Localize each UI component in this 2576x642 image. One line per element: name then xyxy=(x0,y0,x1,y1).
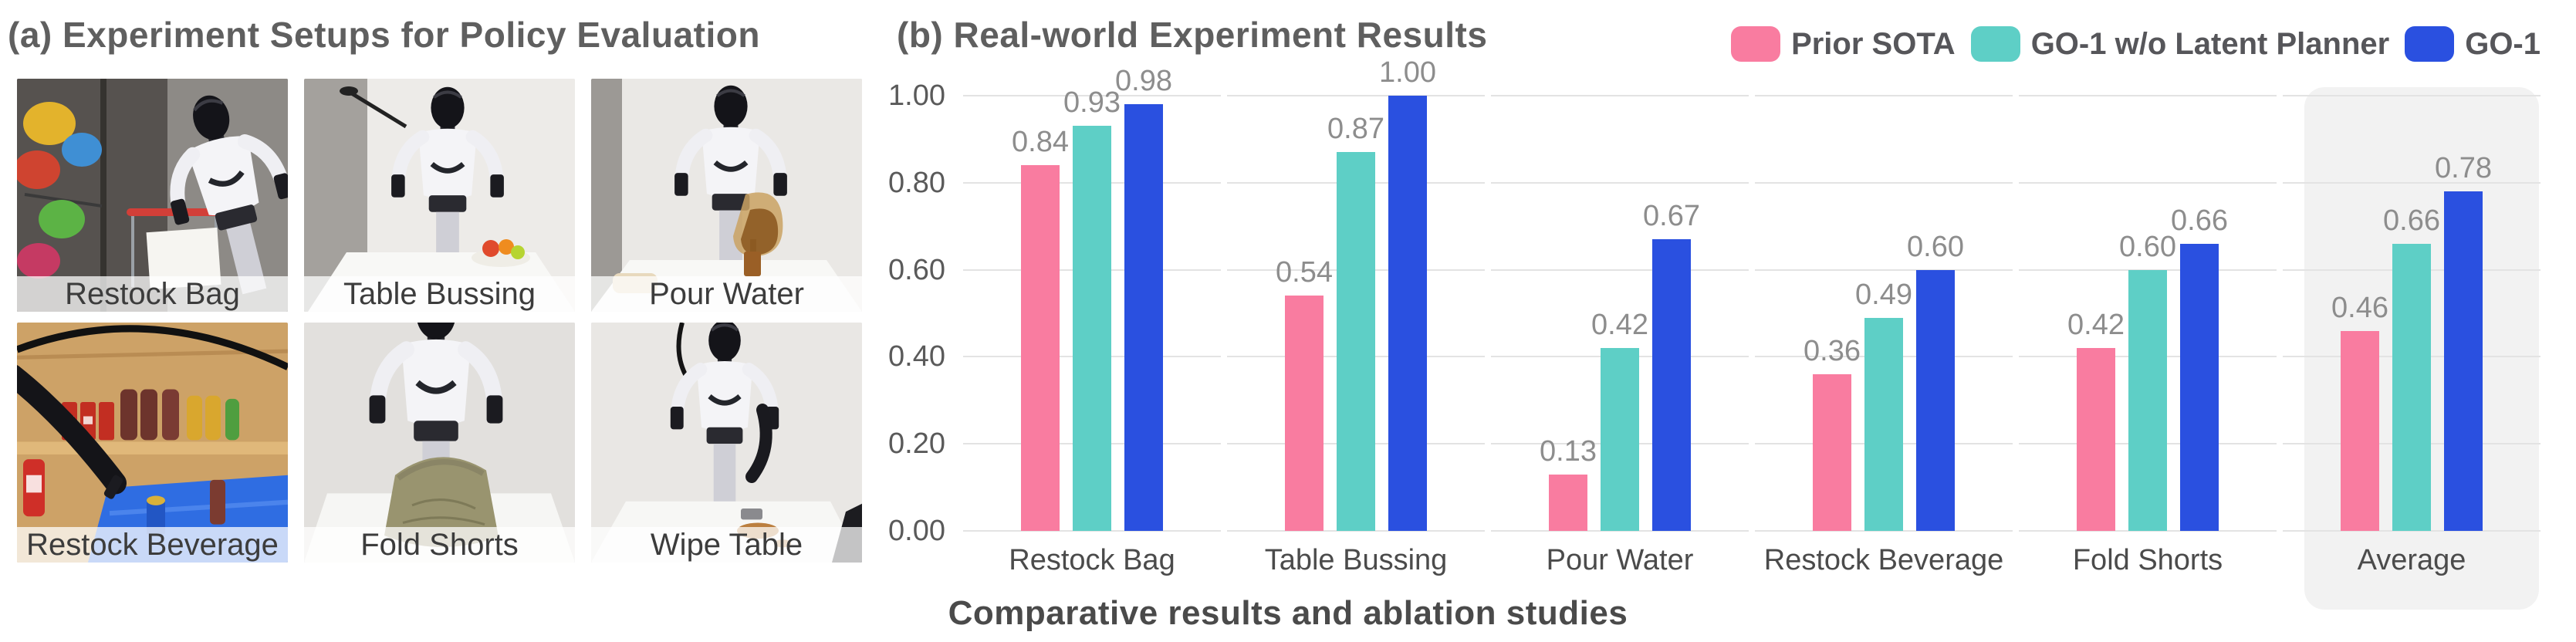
gridline xyxy=(2283,95,2541,96)
legend-swatch xyxy=(1731,26,1781,62)
gridline xyxy=(2019,95,2277,96)
bar-prior-sota xyxy=(1021,165,1060,531)
x-axis-category-label: Pour Water xyxy=(1546,544,1694,576)
gridline xyxy=(2283,181,2541,184)
bar-value-label: 0.42 xyxy=(2067,309,2125,342)
bar-prior-sota xyxy=(1285,296,1323,531)
y-axis-tick-label: 0.20 xyxy=(888,427,945,461)
photo-wipe-table: Wipe Table xyxy=(591,323,862,563)
y-axis-tick-label: 0.80 xyxy=(888,166,945,199)
gridline xyxy=(1755,95,2013,96)
gridline xyxy=(963,95,1221,96)
photo-pour-water: Pour Water xyxy=(591,79,862,312)
y-axis-tick-label: 1.00 xyxy=(888,79,945,112)
photo-label: Restock Beverage xyxy=(17,527,288,563)
bar-value-label: 1.00 xyxy=(1379,56,1436,89)
y-axis-tick-label: 0.00 xyxy=(888,515,945,547)
photo-restock-bag: Restock Bag xyxy=(17,79,288,312)
photo-fold-shorts: Fold Shorts xyxy=(304,323,575,563)
x-axis-category-label: Restock Beverage xyxy=(1763,544,2004,576)
gridline xyxy=(1755,181,2013,184)
bar-go-1-w-o-latent-planner xyxy=(1337,152,1375,531)
gridline xyxy=(1755,530,2013,532)
gridline xyxy=(2019,181,2277,184)
y-axis-tick-label: 0.60 xyxy=(888,253,945,286)
gridline xyxy=(1491,269,1749,271)
bar-prior-sota xyxy=(2077,348,2115,531)
panel-a-title: (a) Experiment Setups for Policy Evaluat… xyxy=(8,15,760,55)
bar-go-1 xyxy=(2180,243,2219,531)
gridline xyxy=(963,530,1221,532)
bar-go-1 xyxy=(2444,191,2483,531)
bar-value-label: 0.87 xyxy=(1327,113,1384,146)
gridline xyxy=(1491,181,1749,184)
gridline xyxy=(2283,530,2541,532)
photo-restock-beverage: Restock Beverage xyxy=(17,323,288,563)
bar-go-1-w-o-latent-planner xyxy=(1601,348,1639,531)
bar-value-label: 0.98 xyxy=(1115,65,1172,98)
bar-value-label: 0.84 xyxy=(1012,126,1069,159)
legend-item-go-1: GO-1 xyxy=(2405,26,2541,62)
photo-label: Pour Water xyxy=(591,276,862,312)
bar-value-label: 0.78 xyxy=(2435,152,2492,185)
x-axis-category-label: Average xyxy=(2357,544,2466,576)
bar-value-label: 0.46 xyxy=(2331,291,2388,324)
photo-label: Restock Bag xyxy=(17,276,288,312)
panel-b-title: (b) Real-world Experiment Results xyxy=(897,15,1488,55)
bar-go-1 xyxy=(1652,239,1691,531)
bar-go-1-w-o-latent-planner xyxy=(1864,317,1903,531)
bar-value-label: 0.54 xyxy=(1276,256,1333,289)
legend-label: Prior SOTA xyxy=(1791,26,1956,61)
gridline xyxy=(1491,95,1749,96)
x-axis-category-label: Table Bussing xyxy=(1264,544,1448,576)
legend-label: GO-1 w/o Latent Planner xyxy=(2030,26,2390,61)
gridline xyxy=(1227,95,1485,96)
bar-go-1-w-o-latent-planner xyxy=(2392,243,2431,531)
gridline xyxy=(1491,530,1749,532)
figure-caption: Comparative results and ablation studies xyxy=(948,594,1628,632)
bar-prior-sota xyxy=(1813,373,1851,531)
bar-prior-sota xyxy=(2341,330,2379,531)
photo-table-bussing: Table Bussing xyxy=(304,79,575,312)
bar-value-label: 0.66 xyxy=(2171,204,2228,237)
legend-swatch xyxy=(1970,26,2020,62)
gridline xyxy=(2019,530,2277,532)
bar-prior-sota xyxy=(1549,474,1587,531)
bar-go-1 xyxy=(1388,96,1427,531)
bar-go-1 xyxy=(1916,269,1955,531)
legend-item-go-1-w-o-latent-planner: GO-1 w/o Latent Planner xyxy=(1970,26,2390,62)
legend-label: GO-1 xyxy=(2465,26,2541,61)
robot-photo-illustration xyxy=(304,79,575,312)
bar-value-label: 0.36 xyxy=(1804,334,1861,367)
bar-go-1 xyxy=(1124,104,1163,531)
bar-value-label: 0.60 xyxy=(1907,230,1964,263)
robot-photo-illustration xyxy=(591,79,862,312)
legend-item-prior-sota: Prior SOTA xyxy=(1731,26,1956,62)
gridline xyxy=(1755,269,2013,271)
bar-value-label: 0.66 xyxy=(2383,204,2440,237)
x-axis-category-label: Fold Shorts xyxy=(2072,544,2223,576)
bar-go-1-w-o-latent-planner xyxy=(1073,126,1111,531)
bar-value-label: 0.93 xyxy=(1063,86,1121,120)
photo-label: Fold Shorts xyxy=(304,527,575,563)
bar-value-label: 0.60 xyxy=(2119,230,2176,263)
y-axis-tick-label: 0.40 xyxy=(888,340,945,373)
bar-value-label: 0.13 xyxy=(1540,434,1597,468)
x-axis-category-label: Restock Bag xyxy=(1009,544,1175,576)
legend-swatch xyxy=(2405,26,2455,62)
gridline xyxy=(1227,530,1485,532)
chart-legend: Prior SOTA GO-1 w/o Latent Planner GO-1 xyxy=(1731,26,2541,62)
photo-label: Wipe Table xyxy=(591,527,862,563)
bar-go-1-w-o-latent-planner xyxy=(2128,269,2167,531)
bar-value-label: 0.42 xyxy=(1591,309,1648,342)
bar-value-label: 0.49 xyxy=(1855,278,1912,311)
bar-value-label: 0.67 xyxy=(1643,200,1700,233)
photo-label: Table Bussing xyxy=(304,276,575,312)
robot-photo-illustration xyxy=(17,79,288,312)
